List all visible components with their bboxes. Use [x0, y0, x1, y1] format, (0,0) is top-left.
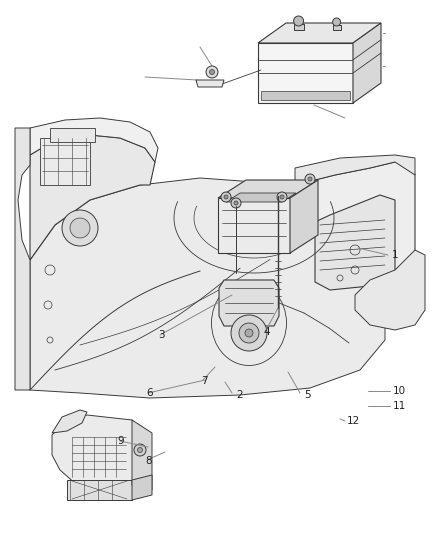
Polygon shape — [30, 135, 155, 260]
Circle shape — [231, 315, 267, 351]
Circle shape — [234, 201, 238, 205]
Polygon shape — [15, 128, 30, 390]
Polygon shape — [353, 23, 381, 103]
Circle shape — [138, 448, 142, 453]
Polygon shape — [40, 138, 90, 185]
Circle shape — [70, 218, 90, 238]
Text: 8: 8 — [145, 456, 152, 466]
Circle shape — [280, 195, 284, 199]
Polygon shape — [219, 280, 279, 326]
Polygon shape — [67, 480, 132, 500]
Circle shape — [308, 177, 312, 181]
Text: 2: 2 — [236, 390, 243, 400]
Polygon shape — [52, 415, 144, 490]
Polygon shape — [30, 118, 158, 162]
Circle shape — [293, 16, 304, 26]
Circle shape — [209, 69, 215, 75]
Circle shape — [305, 174, 315, 184]
Polygon shape — [52, 410, 87, 433]
Text: 10: 10 — [393, 386, 406, 396]
Text: 12: 12 — [347, 416, 360, 426]
Polygon shape — [218, 198, 290, 253]
Polygon shape — [261, 91, 350, 100]
Text: 7: 7 — [201, 376, 208, 386]
Text: 4: 4 — [263, 327, 270, 337]
Polygon shape — [355, 250, 425, 330]
Polygon shape — [258, 23, 381, 43]
Text: 5: 5 — [304, 390, 311, 400]
Polygon shape — [315, 195, 395, 290]
Polygon shape — [292, 158, 415, 285]
Text: 11: 11 — [393, 401, 406, 411]
Polygon shape — [226, 193, 296, 202]
Polygon shape — [295, 155, 415, 185]
Polygon shape — [132, 475, 152, 500]
Circle shape — [224, 195, 228, 199]
Circle shape — [277, 192, 287, 202]
Polygon shape — [332, 25, 341, 30]
Circle shape — [231, 198, 241, 208]
Polygon shape — [293, 24, 304, 30]
Circle shape — [134, 444, 146, 456]
Polygon shape — [258, 43, 353, 103]
Circle shape — [206, 66, 218, 78]
Text: 3: 3 — [158, 330, 165, 340]
Polygon shape — [218, 180, 318, 198]
Circle shape — [221, 192, 231, 202]
Circle shape — [332, 18, 341, 26]
Circle shape — [239, 323, 259, 343]
Circle shape — [245, 329, 253, 337]
Circle shape — [62, 210, 98, 246]
Polygon shape — [132, 420, 152, 490]
Text: 9: 9 — [117, 436, 124, 446]
Text: 1: 1 — [392, 250, 399, 260]
Polygon shape — [290, 180, 318, 253]
Polygon shape — [50, 128, 95, 142]
Polygon shape — [196, 80, 224, 87]
Polygon shape — [30, 178, 385, 398]
Text: 6: 6 — [146, 388, 152, 398]
